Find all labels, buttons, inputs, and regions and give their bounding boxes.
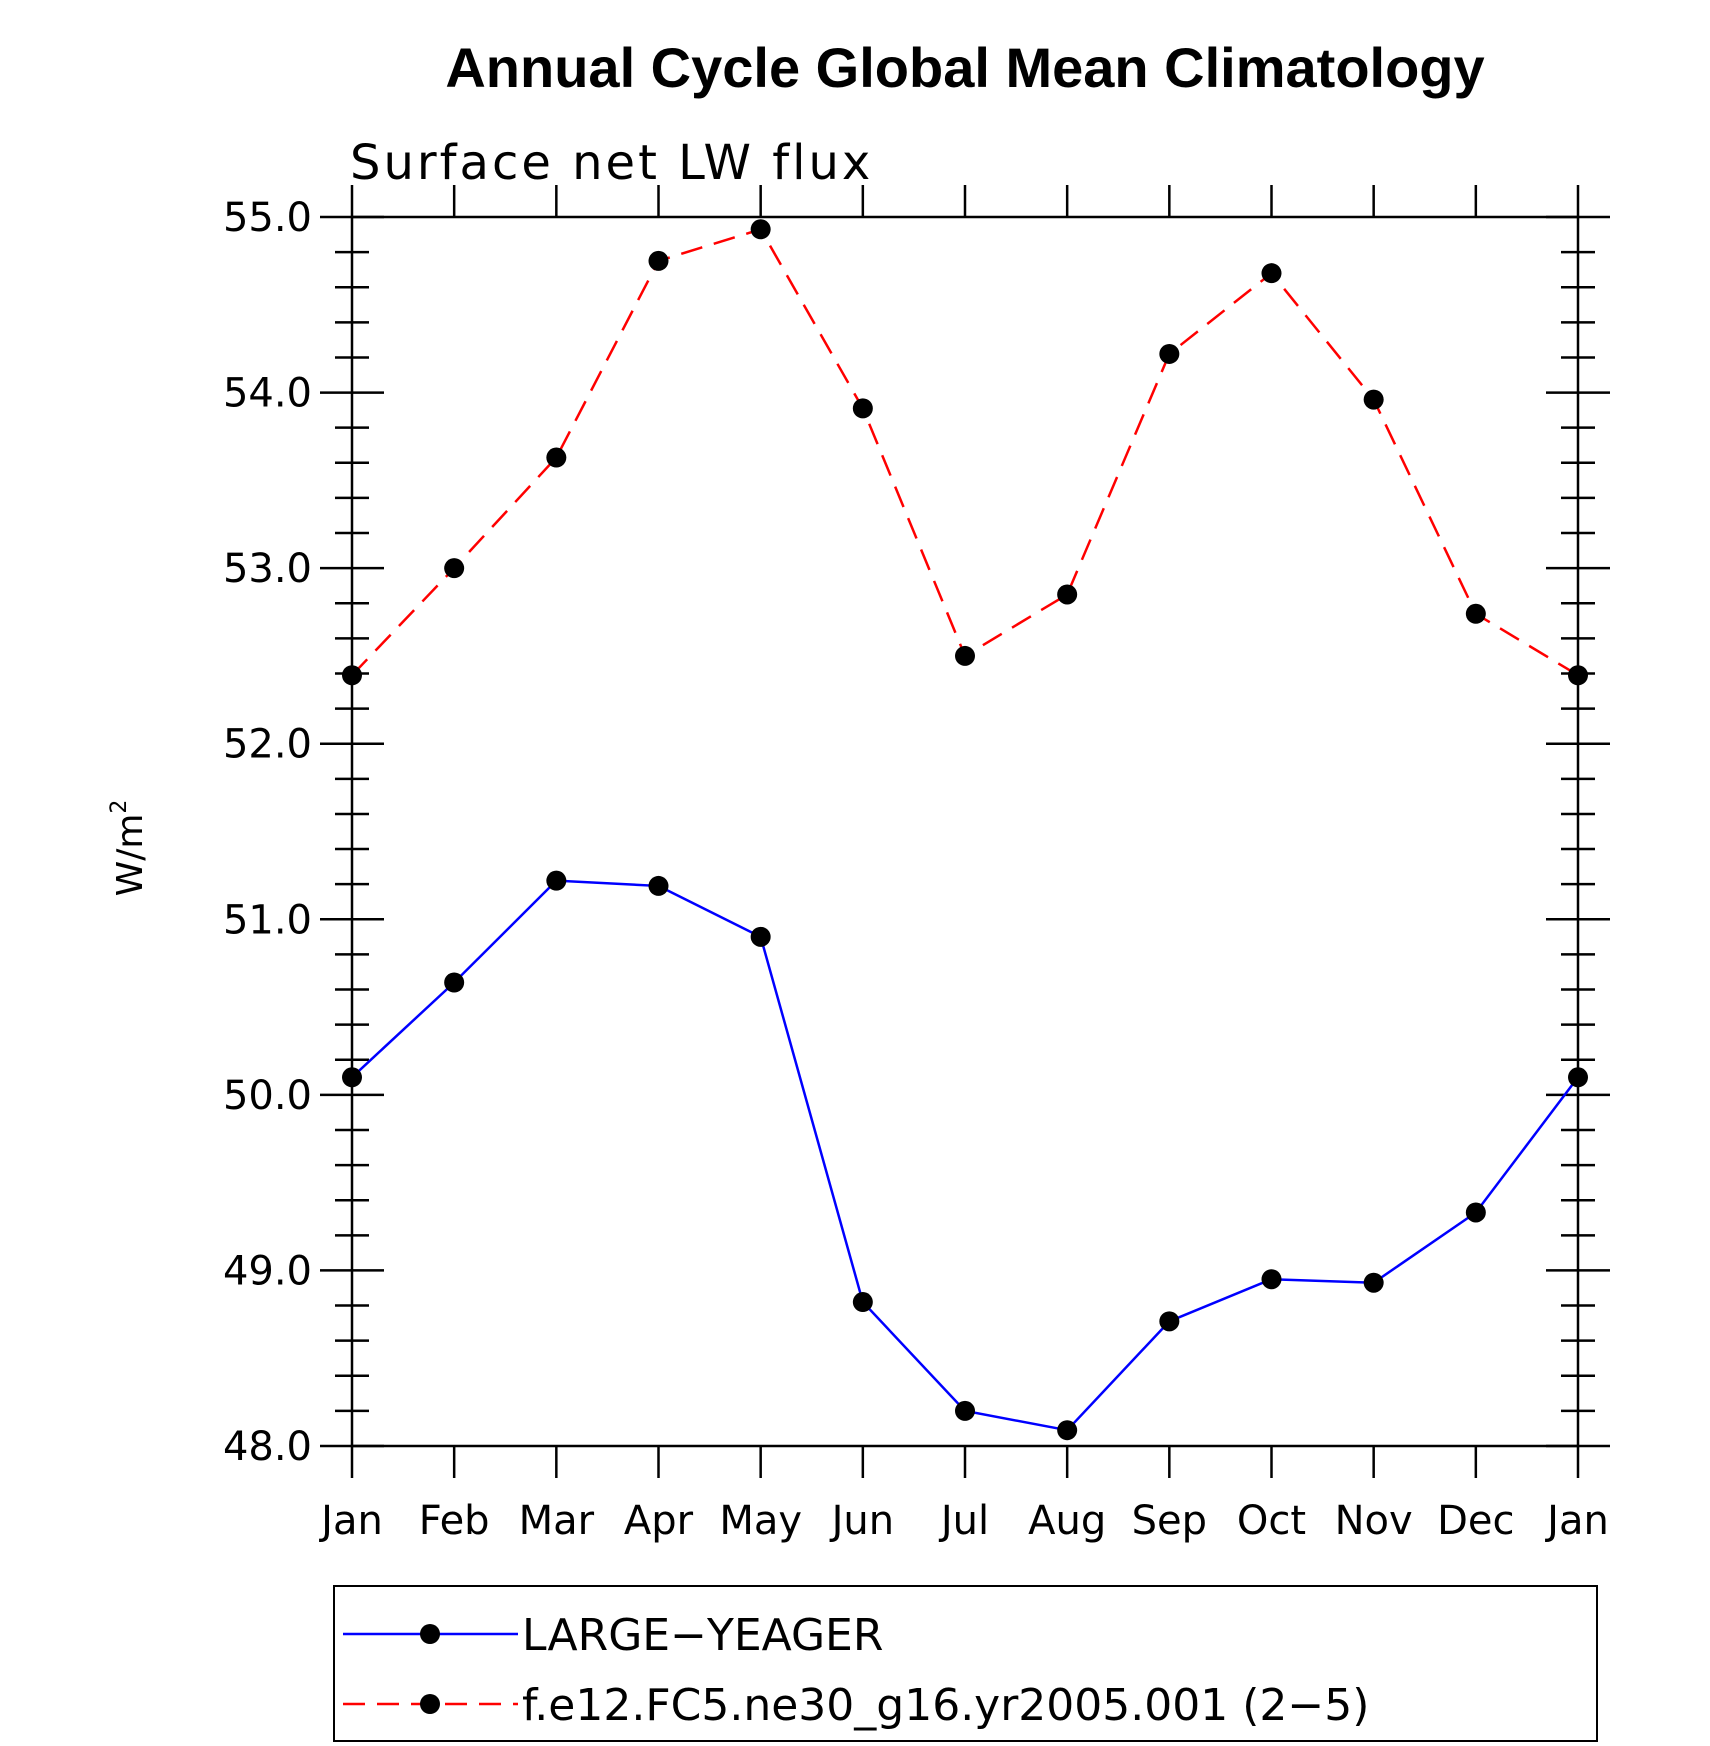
data-point	[955, 645, 975, 666]
series-layer	[342, 219, 1588, 1441]
y-axis-label-superscript: 2	[107, 800, 132, 814]
y-tick-label: 50.0	[223, 1073, 312, 1119]
y-axis-label-text: W/m	[110, 814, 151, 897]
series-2	[342, 219, 1588, 686]
svg-text:W/m2: W/m2	[107, 800, 151, 897]
data-point	[1057, 584, 1078, 605]
data-point	[1568, 665, 1588, 686]
data-point	[852, 1292, 873, 1313]
series-1	[342, 870, 1588, 1441]
data-point	[1363, 1272, 1384, 1293]
x-tick-label: Sep	[1132, 1498, 1207, 1544]
x-tick-label: Feb	[419, 1498, 490, 1544]
legend-item-2: f.e12.FC5.ne30_g16.yr2005.001 (2−5)	[343, 1680, 1369, 1731]
data-point	[955, 1400, 975, 1421]
y-tick-label: 54.0	[223, 371, 312, 417]
data-point	[648, 250, 669, 271]
data-point	[750, 219, 771, 240]
y-tick-label: 49.0	[223, 1248, 312, 1294]
data-point	[342, 1067, 362, 1088]
data-point	[444, 558, 465, 579]
x-tick-label: Aug	[1028, 1498, 1106, 1544]
data-point	[852, 398, 873, 419]
data-point	[342, 665, 362, 686]
data-point	[1261, 1269, 1282, 1290]
legend-marker	[420, 1624, 440, 1644]
data-point	[1465, 603, 1486, 624]
y-axis-label: W/m2	[107, 800, 151, 897]
legend-item-1: LARGE−YEAGER	[343, 1610, 883, 1661]
data-point	[648, 875, 669, 896]
legend-label: LARGE−YEAGER	[522, 1610, 883, 1661]
x-tick-label: Jun	[829, 1498, 895, 1544]
y-tick-labels: 48.0 49.0 50.0 51.0 52.0 53.0 54.0 55.0	[223, 195, 312, 1470]
y-tick-label: 52.0	[223, 722, 312, 768]
x-tick-label: Mar	[519, 1498, 595, 1544]
data-point	[546, 870, 567, 891]
data-point	[1568, 1067, 1588, 1088]
x-tick-label: Jul	[938, 1498, 989, 1544]
x-tick-label: Jan	[318, 1498, 383, 1544]
y-tick-label: 48.0	[223, 1424, 312, 1470]
chart-subtitle: Surface net LW flux	[350, 135, 873, 191]
legend-label: f.e12.FC5.ne30_g16.yr2005.001 (2−5)	[522, 1680, 1369, 1731]
data-point	[1159, 1311, 1180, 1332]
plot-frame	[350, 215, 1580, 1448]
data-point	[1363, 389, 1384, 410]
data-point	[750, 926, 771, 947]
x-tick-label: Dec	[1437, 1498, 1514, 1544]
legend-marker	[420, 1694, 440, 1714]
y-tick-label: 55.0	[223, 195, 312, 241]
data-point	[444, 972, 465, 993]
legend-box	[333, 1585, 1598, 1742]
data-point	[546, 447, 567, 468]
x-tick-label: Apr	[624, 1498, 694, 1544]
data-point	[1057, 1420, 1078, 1441]
chart-title: Annual Cycle Global Mean Climatology	[445, 36, 1484, 99]
legend-items: LARGE−YEAGER f.e12.FC5.ne30_g16.yr2005.00…	[343, 1610, 1369, 1731]
series-line	[351, 879, 1579, 1432]
y-tick-label: 51.0	[223, 897, 312, 943]
x-tick-labels: Jan Feb Mar Apr May Jun Jul Aug Sep Oct Nov Dec Jan	[318, 1498, 1609, 1544]
y-tick-label: 53.0	[223, 546, 312, 592]
data-point	[1159, 343, 1180, 364]
x-tick-label: Nov	[1335, 1498, 1413, 1544]
x-tick-label: Oct	[1237, 1498, 1306, 1544]
series-line	[351, 227, 1579, 677]
data-point	[1465, 1202, 1486, 1223]
legend: LARGE−YEAGER f.e12.FC5.ne30_g16.yr2005.00…	[333, 1585, 1598, 1742]
axis-ticks	[320, 185, 1610, 1478]
x-tick-label: May	[719, 1498, 802, 1544]
x-tick-label: Jan	[1544, 1498, 1609, 1544]
data-point	[1261, 263, 1282, 284]
